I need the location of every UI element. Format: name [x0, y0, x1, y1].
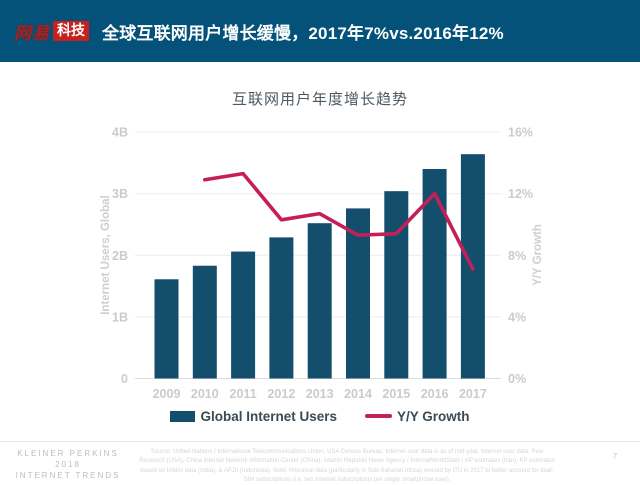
x-axis-label-2016: 2016 — [421, 387, 449, 401]
left-axis-tick: 0 — [121, 372, 128, 386]
bar-2013 — [307, 223, 332, 379]
netease-tech-logo: 网易 科技 — [14, 19, 89, 44]
legend-item-yy-growth: Y/Y Growth — [365, 409, 470, 424]
right-axis-tick: 8% — [508, 249, 526, 263]
x-axis-label-2017: 2017 — [459, 387, 487, 401]
left-axis-tick: 1B — [112, 310, 128, 324]
right-axis-tick: 16% — [508, 126, 533, 140]
bar-2009 — [154, 279, 179, 379]
x-axis-label-2009: 2009 — [153, 387, 181, 401]
right-axis-tick: 12% — [508, 187, 533, 201]
yy-growth-line — [203, 171, 475, 271]
header-bar: 网易 科技 全球互联网用户增长缓慢，2017年7%vs.2016年12% — [0, 0, 640, 62]
legend-label: Y/Y Growth — [397, 408, 470, 424]
x-axis-label-2010: 2010 — [191, 387, 219, 401]
page-number: 7 — [612, 452, 618, 461]
x-axis-label-2012: 2012 — [267, 387, 295, 401]
right-axis-tick: 4% — [508, 310, 526, 324]
right-axis-title: Y/Y Growth — [532, 224, 544, 286]
bar-2010 — [192, 265, 217, 379]
x-axis-label-2013: 2013 — [306, 387, 334, 401]
footer-divider — [0, 441, 640, 442]
left-axis-tick: 3B — [112, 187, 128, 201]
page-title: 全球互联网用户增长缓慢，2017年7%vs.2016年12% — [102, 23, 504, 43]
left-axis-tick: 2B — [112, 249, 128, 263]
legend-item-global-internet-users: Global Internet Users — [170, 409, 337, 424]
bar-series-swatch-icon — [170, 410, 196, 422]
bar-2015 — [384, 191, 409, 379]
brand-line: INTERNET TRENDS — [15, 470, 121, 480]
legend-label: Global Internet Users — [200, 408, 338, 424]
brand-line: KLEINER PERKINS — [17, 449, 119, 458]
x-axis-label-2014: 2014 — [344, 387, 372, 401]
kleiner-perkins-brand: KLEINER PERKINS 2018 INTERNET TRENDS — [8, 449, 128, 481]
right-axis-tick: 0% — [508, 372, 526, 386]
source-note: Source: United Nations / International T… — [139, 449, 555, 483]
left-axis-title: Internet Users, Global — [100, 195, 112, 315]
chart-title: 互联网用户年度增长趋势 — [231, 91, 408, 108]
bar-2011 — [231, 251, 256, 379]
left-axis-tick: 4B — [112, 126, 128, 140]
bar-2012 — [269, 237, 294, 379]
chart-legend: Global Internet Users Y/Y Growth — [0, 407, 640, 425]
x-axis-label-2011: 2011 — [230, 387, 257, 401]
brand-line: 2018 — [55, 459, 81, 469]
line-series-swatch-icon — [365, 414, 393, 418]
tech-logo-badge: 科技 — [53, 21, 89, 41]
x-axis-label-2015: 2015 — [382, 387, 410, 401]
netease-logo-text: 网易 — [14, 23, 50, 43]
